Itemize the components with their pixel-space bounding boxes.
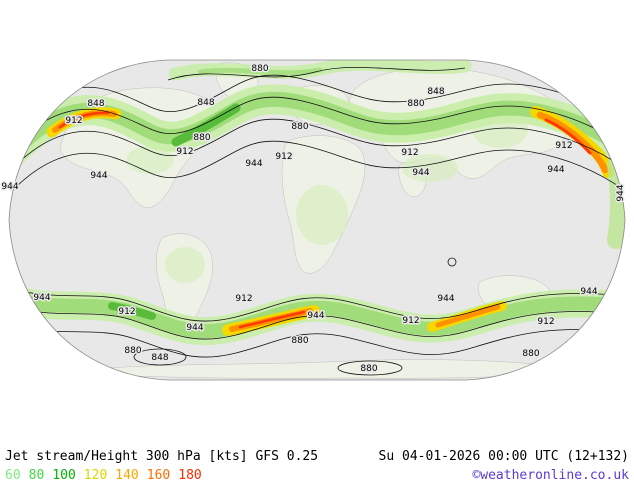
contour-label: 944 <box>616 184 626 201</box>
contour-label: 944 <box>1 182 18 192</box>
contour-label: 880 <box>291 336 308 346</box>
legend: 60 80 100 120 140 160 180 <box>5 468 202 483</box>
contour-label: 944 <box>90 171 107 181</box>
contour-label: 912 <box>65 116 82 126</box>
contour-label: 912 <box>537 317 554 327</box>
contour-label: 880 <box>407 99 424 109</box>
contour-label: 848 <box>151 353 168 363</box>
contour-label: 912 <box>401 148 418 158</box>
contour-label: 848 <box>87 99 104 109</box>
jet-stream-shading <box>9 60 625 346</box>
contour-label: 944 <box>33 293 50 303</box>
map-title: Jet stream/Height 300 hPa [kts] GFS 0.25 <box>5 449 319 464</box>
legend-value-160: 160 <box>146 468 171 483</box>
contour-label: 848 <box>197 98 214 108</box>
small-closed-contour <box>447 257 457 267</box>
legend-value-100: 100 <box>52 468 76 483</box>
contour-label: 944 <box>307 311 324 321</box>
contour-label: 880 <box>291 122 308 132</box>
map-outline <box>8 59 626 381</box>
contour-label: 944 <box>245 159 262 169</box>
contour-label: 912 <box>402 316 419 326</box>
contour-label: 880 <box>193 133 210 143</box>
contour-label: 944 <box>547 165 564 175</box>
legend-value-140: 140 <box>115 468 139 483</box>
contour-label: 912 <box>235 294 252 304</box>
contour-label: 944 <box>580 287 597 297</box>
footer-row-2: 60 80 100 120 140 160 180 ©weatheronline.co.uk <box>0 468 634 483</box>
copyright: ©weatheronline.co.uk <box>472 468 629 483</box>
contour-label: 912 <box>275 152 292 162</box>
contour-label: 880 <box>360 364 377 374</box>
contour-label: 848 <box>427 87 444 97</box>
contour-lines <box>9 66 625 376</box>
contour-label: 912 <box>118 307 135 317</box>
contour-label: 944 <box>186 323 203 333</box>
contour-label: 944 <box>437 294 454 304</box>
contour-label: 880 <box>522 349 539 359</box>
footer-row-1: Jet stream/Height 300 hPa [kts] GFS 0.25… <box>0 449 634 464</box>
legend-value-80: 80 <box>28 468 45 483</box>
contour-label: 944 <box>412 168 429 178</box>
contour-label: 880 <box>251 64 268 74</box>
contour-label: 912 <box>176 147 193 157</box>
contour-label: 880 <box>124 346 141 356</box>
legend-value-120: 120 <box>83 468 108 483</box>
contour-labels: 8808489128488809129449449128808488809129… <box>0 63 628 376</box>
legend-value-60: 60 <box>5 468 21 483</box>
legend-value-180: 180 <box>178 468 202 483</box>
weather-map: 8808489128488809129449449128808488809129… <box>0 59 628 381</box>
valid-datetime: Su 04-01-2026 00:00 UTC (12+132) <box>378 449 629 464</box>
contour-label: 912 <box>555 141 572 151</box>
